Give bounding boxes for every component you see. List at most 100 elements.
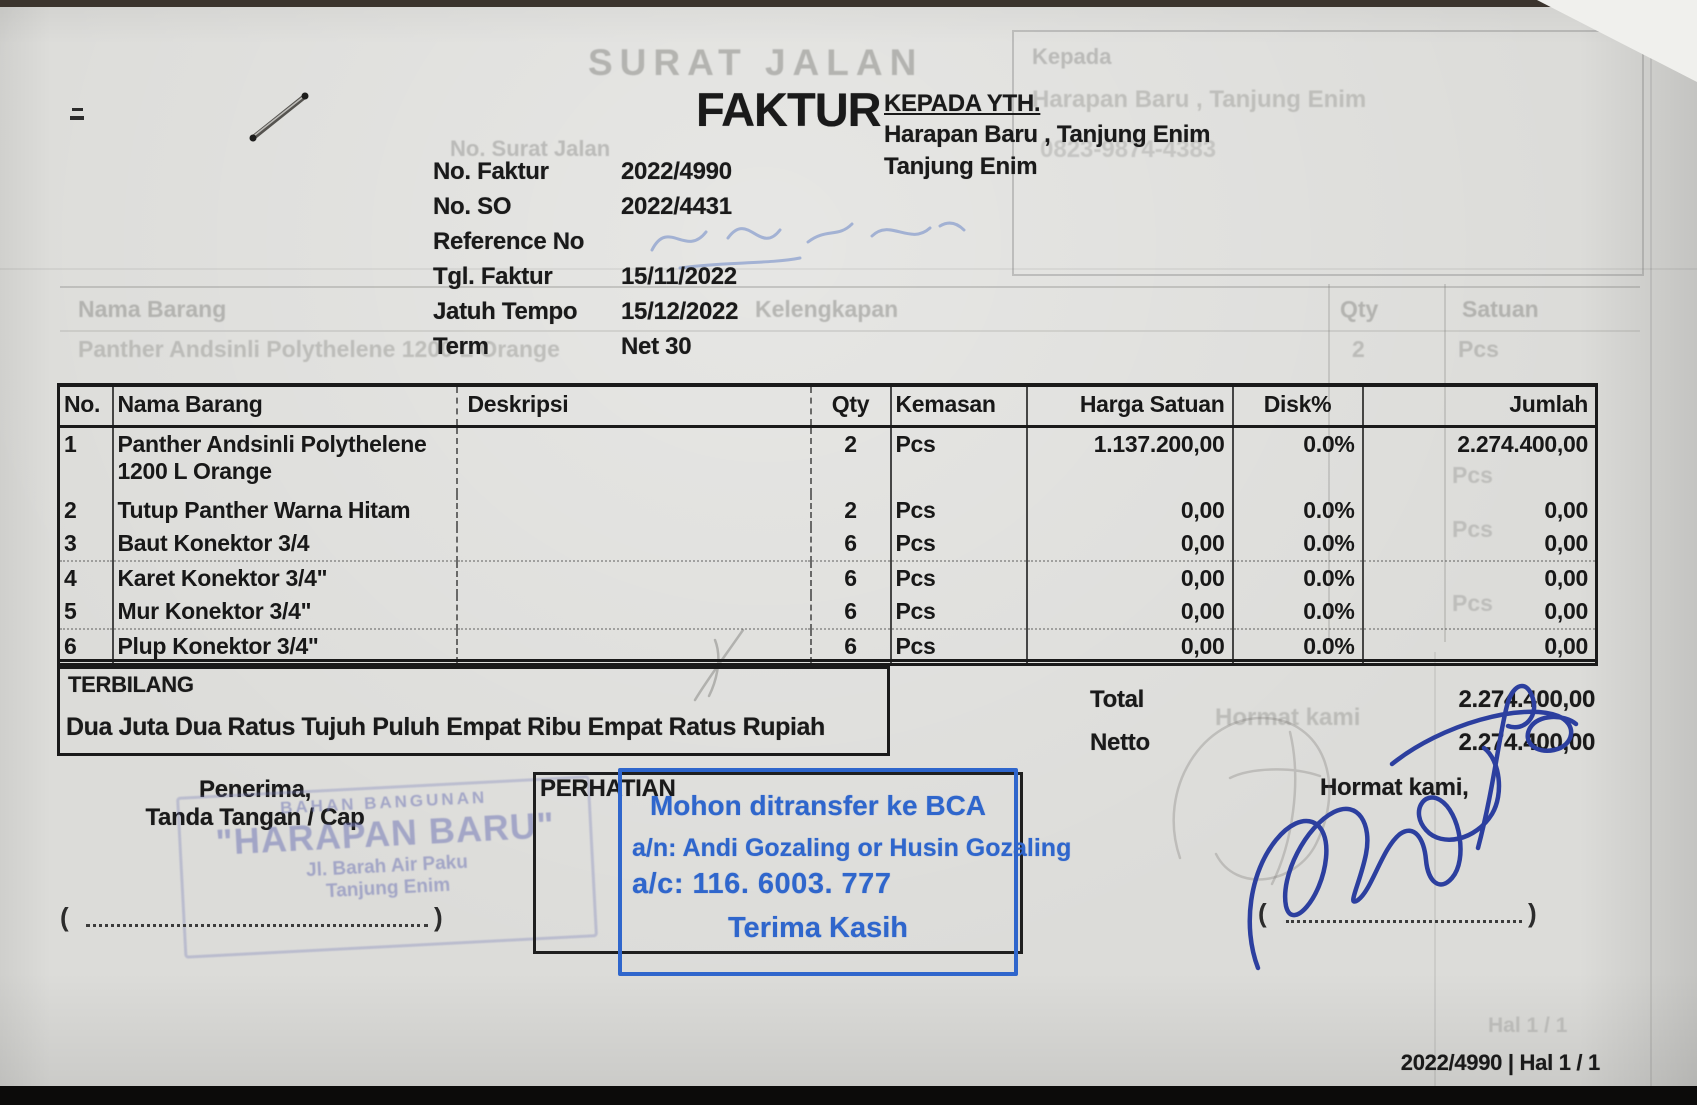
cell-deskripsi [456, 560, 812, 595]
info-label-term: Term [433, 333, 489, 360]
signature-paren-close: ) [1528, 898, 1537, 928]
ghost-col-header: Kelengkapan [755, 296, 899, 322]
cell-jumlah: 2.274.400,00 [1457, 430, 1588, 457]
cell-qty: 6 [810, 527, 892, 561]
ghost-kepada-label: Kepada [1032, 44, 1112, 69]
ghost-row-text: 2 [1352, 336, 1365, 362]
cell-nama: Karet Konektor 3/4" [112, 560, 458, 595]
cell-disk: 0.0% [1232, 628, 1364, 665]
cell-deskripsi [456, 628, 812, 665]
signature-paren-open: ( [60, 902, 69, 932]
cell-no: 6 [58, 628, 114, 665]
perhatian-label: PERHATIAN [540, 775, 676, 802]
col-header-jumlah: Jumlah [1362, 385, 1597, 428]
col-header-qty: Qty [810, 385, 892, 428]
ghost-hormat-kami: Hormat kami [1215, 704, 1361, 731]
col-header-no: No. [58, 385, 114, 428]
cell-harga: 0,00 [1026, 560, 1234, 595]
ghost-row-text: Pcs [1452, 462, 1493, 488]
invoice-items-table: No. Nama Barang Deskripsi Qty Kemasan Ha… [57, 383, 1598, 666]
info-value-tgl-faktur: 15/11/2022 [621, 263, 737, 290]
cell-kemasan: Pcs [890, 560, 1028, 595]
ghost-table-line [1444, 284, 1446, 642]
terbilang-text: Dua Juta Dua Ratus Tujuh Puluh Empat Rib… [66, 713, 825, 741]
pen-dash-mark [70, 116, 84, 120]
signature-dotted-line [86, 902, 428, 927]
ghost-table-line [60, 286, 1640, 288]
ghost-table-line [60, 330, 1640, 332]
cell-harga: 0,00 [1026, 595, 1234, 629]
col-header-kemasan: Kemasan [890, 385, 1028, 428]
tanda-tangan-cap-label: Tanda Tangan / Cap [145, 804, 365, 831]
cell-deskripsi [456, 494, 812, 527]
transfer-instruction: Mohon ditransfer ke BCA [649, 790, 987, 821]
cell-qty: 6 [810, 595, 892, 629]
cell-no: 3 [58, 527, 114, 561]
cell-nama: Mur Konektor 3/4" [112, 595, 458, 629]
signature-dotted-line [1286, 898, 1522, 923]
cell-deskripsi [456, 527, 812, 561]
cell-kemasan: Pcs [890, 595, 1028, 629]
cell-nama: Panther Andsinli Polythelene 1200 L Oran… [112, 426, 458, 494]
cell-nama: Baut Konektor 3/4 [112, 527, 458, 561]
scanner-edge-top [0, 0, 1697, 7]
terima-kasih: Terima Kasih [728, 912, 908, 944]
info-value-no-faktur: 2022/4990 [621, 158, 732, 185]
cell-deskripsi [456, 426, 812, 494]
ghost-address: Harapan Baru , Tanjung Enim [1032, 86, 1367, 113]
ghost-row-text: Pcs [1458, 336, 1499, 362]
info-label-no-faktur: No. Faktur [433, 158, 549, 185]
cell-jumlah: 0,00 [1544, 497, 1588, 523]
info-label-no-so: No. SO [433, 193, 512, 220]
cell-disk: 0.0% [1232, 494, 1364, 527]
cell-kemasan: Pcs [890, 527, 1028, 561]
cell-kemasan: Pcs [890, 628, 1028, 665]
table-bottom-double-line [57, 659, 1595, 662]
cell-harga: 1.137.200,00 [1026, 426, 1234, 494]
cell-harga: 0,00 [1026, 527, 1234, 561]
cell-harga: 0,00 [1026, 628, 1234, 665]
table-row: 1 Panther Andsinli Polythelene 1200 L Or… [58, 426, 1597, 494]
pencil-signature-ghost [1172, 716, 1331, 886]
account-number: a/c: 116. 6003. 777 [632, 868, 892, 900]
ghost-no-surat-jalan: No. Surat Jalan [450, 136, 611, 161]
ghost-kepada-box [1012, 30, 1644, 276]
info-label-tgl-faktur: Tgl. Faktur [433, 263, 553, 290]
account-name: a/n: Andi Gozaling or Husin Gozaling [632, 834, 1072, 862]
bank-transfer-stamp: Mohon ditransfer ke BCA a/n: Andi Gozali… [618, 768, 1071, 976]
pen-signature [1247, 683, 1579, 971]
ghost-surat-jalan-title: SURAT JALAN [588, 42, 924, 83]
cell-no: 4 [58, 560, 114, 595]
pen-dash-mark [72, 108, 83, 111]
info-value-term: Net 30 [621, 333, 692, 360]
perhatian-box [533, 772, 1023, 954]
cell-nama: Plup Konektor 3/4" [112, 628, 458, 665]
recipient-label: KEPADA YTH. [884, 90, 1041, 117]
document-title: FAKTUR [696, 83, 882, 136]
terbilang-label: TERBILANG [68, 672, 194, 697]
col-header-deskripsi: Deskripsi [456, 385, 812, 428]
cell-qty: 2 [810, 494, 892, 527]
col-header-harga-satuan: Harga Satuan [1026, 385, 1234, 428]
penerima-label: Penerima, [198, 776, 312, 803]
col-header-disk: Disk% [1232, 385, 1364, 428]
ghost-row-text: Pcs [1452, 516, 1493, 542]
total-label: Total [1090, 686, 1145, 713]
cell-no: 2 [58, 494, 114, 527]
staple-icon [249, 92, 309, 142]
info-value-no-so: 2022/4431 [621, 193, 732, 220]
cell-no: 1 [58, 426, 114, 494]
cell-deskripsi [456, 595, 812, 629]
cell-qty: 2 [810, 426, 892, 494]
info-label-jatuh-tempo: Jatuh Tempo [433, 298, 578, 325]
col-header-nama-barang: Nama Barang [112, 385, 458, 428]
cell-jumlah: 0,00 [1544, 530, 1588, 556]
info-value-jatuh-tempo: 15/12/2022 [621, 298, 739, 325]
table-row: 2 Tutup Panther Warna Hitam 2 Pcs 0,00 0… [58, 494, 1597, 527]
table-row: 5 Mur Konektor 3/4" 6 Pcs 0,00 0.0% 0,00 [58, 595, 1597, 629]
cell-qty: 6 [810, 560, 892, 595]
table-header-row: No. Nama Barang Deskripsi Qty Kemasan Ha… [58, 385, 1597, 428]
info-label-reference-no: Reference No [433, 228, 585, 255]
vertical-fold-crease [1434, 652, 1436, 1086]
